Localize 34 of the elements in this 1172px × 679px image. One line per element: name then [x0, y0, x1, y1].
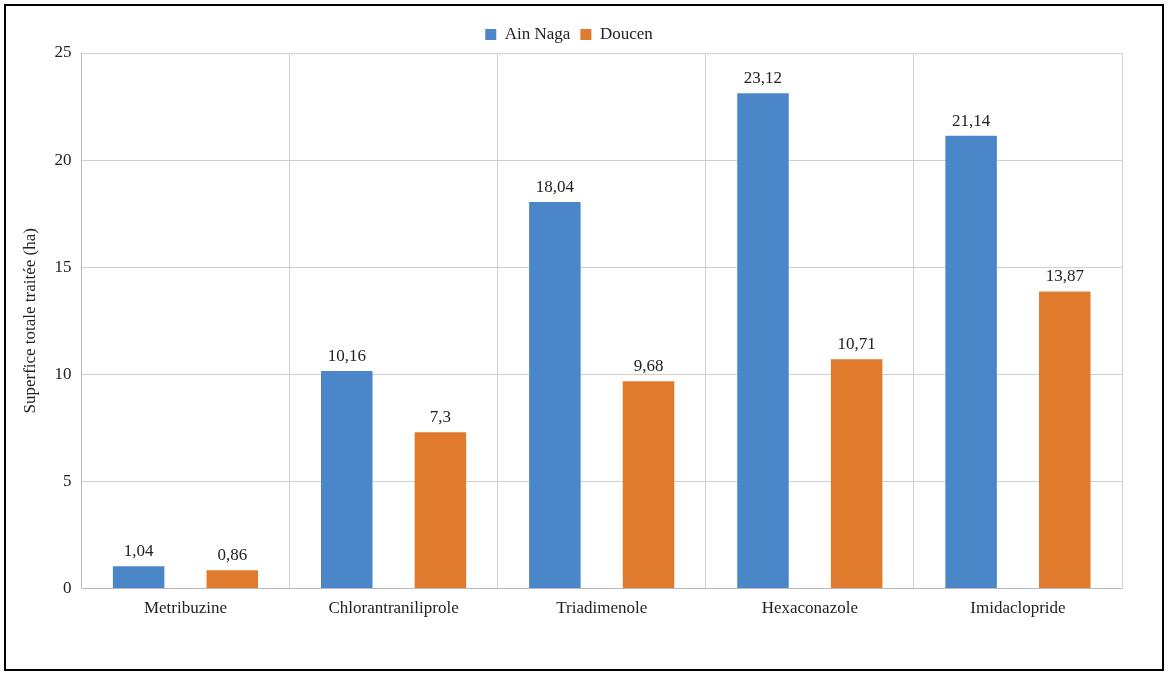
- data-label: 10,16: [327, 345, 366, 365]
- bar: [622, 381, 675, 589]
- data-label: 7,3: [429, 407, 452, 427]
- y-tick-label: 5: [62, 470, 72, 490]
- bar: [830, 359, 883, 589]
- data-label: 10,71: [837, 334, 876, 354]
- bar: [112, 566, 165, 589]
- y-tick-label: 10: [54, 363, 72, 383]
- legend-label: Doucen: [599, 23, 654, 43]
- y-tick-label: 25: [54, 42, 72, 62]
- x-tick-label: Imidaclopride: [970, 598, 1066, 618]
- y-tick-label: 0: [62, 578, 72, 598]
- y-axis-title: Superfice totale traitée (ha): [19, 228, 39, 414]
- x-tick-label: Hexaconazole: [761, 598, 858, 618]
- data-label: 21,14: [951, 110, 991, 130]
- bar: [529, 202, 581, 589]
- data-label: 13,87: [1045, 266, 1085, 286]
- legend-label: Ain Naga: [504, 23, 571, 43]
- bar: [321, 370, 373, 589]
- bar: [414, 432, 467, 589]
- bar: [1039, 291, 1091, 589]
- x-tick-label: Chlorantraniliprole: [328, 598, 459, 618]
- y-tick-label: 20: [54, 149, 72, 169]
- data-label: 0,86: [217, 545, 248, 565]
- data-label: 9,68: [633, 356, 664, 376]
- bar: [737, 93, 789, 589]
- x-tick-label: Metribuzine: [143, 598, 228, 618]
- y-tick-label: 15: [54, 256, 72, 276]
- data-label: 18,04: [535, 177, 575, 197]
- x-tick-label: Triadimenole: [556, 598, 648, 618]
- data-label: 1,04: [123, 541, 155, 561]
- bar: [206, 570, 259, 589]
- data-label: 23,12: [743, 68, 783, 88]
- bar: [945, 135, 997, 589]
